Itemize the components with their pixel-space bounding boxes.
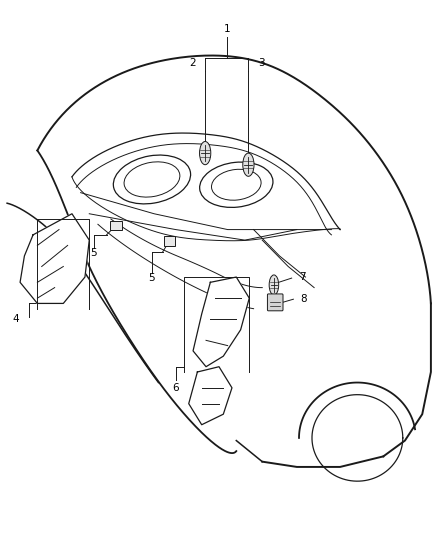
Ellipse shape: [243, 153, 254, 176]
Text: 7: 7: [299, 272, 306, 282]
Text: 6: 6: [173, 383, 179, 393]
Ellipse shape: [200, 141, 211, 165]
FancyBboxPatch shape: [164, 236, 175, 246]
FancyBboxPatch shape: [110, 221, 122, 230]
Text: 4: 4: [12, 314, 19, 324]
Text: 1: 1: [223, 24, 230, 34]
Polygon shape: [193, 277, 249, 367]
FancyBboxPatch shape: [268, 294, 283, 311]
Text: 2: 2: [189, 59, 195, 68]
Text: 5: 5: [148, 273, 155, 283]
Polygon shape: [189, 367, 232, 425]
Text: 5: 5: [90, 248, 97, 259]
Text: 3: 3: [258, 59, 265, 68]
Ellipse shape: [269, 275, 279, 295]
Text: 8: 8: [300, 294, 307, 304]
Polygon shape: [20, 214, 89, 303]
